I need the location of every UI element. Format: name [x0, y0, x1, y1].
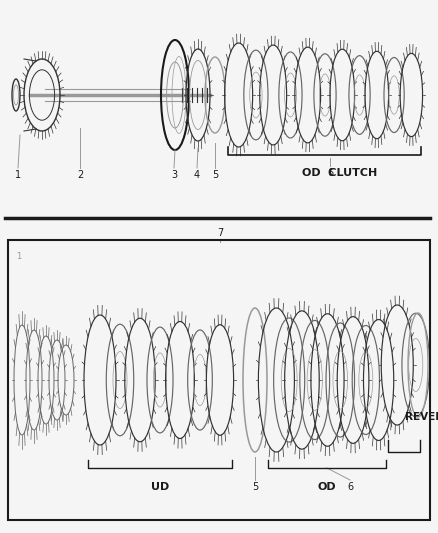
Text: REVERSE: REVERSE — [405, 412, 438, 422]
Text: UD: UD — [151, 482, 169, 492]
Text: 4: 4 — [194, 170, 200, 180]
Text: OD  CLUTCH: OD CLUTCH — [302, 168, 378, 178]
Text: 5: 5 — [252, 482, 258, 492]
Text: 5: 5 — [212, 170, 218, 180]
Bar — [8, 240, 430, 520]
Text: OD: OD — [318, 482, 336, 492]
Text: 7: 7 — [217, 228, 223, 238]
Text: 6: 6 — [327, 168, 333, 178]
Text: 1: 1 — [15, 170, 21, 180]
Text: 1: 1 — [16, 252, 21, 261]
Text: 3: 3 — [171, 170, 177, 180]
Text: 6: 6 — [347, 482, 353, 492]
Text: 2: 2 — [77, 170, 83, 180]
